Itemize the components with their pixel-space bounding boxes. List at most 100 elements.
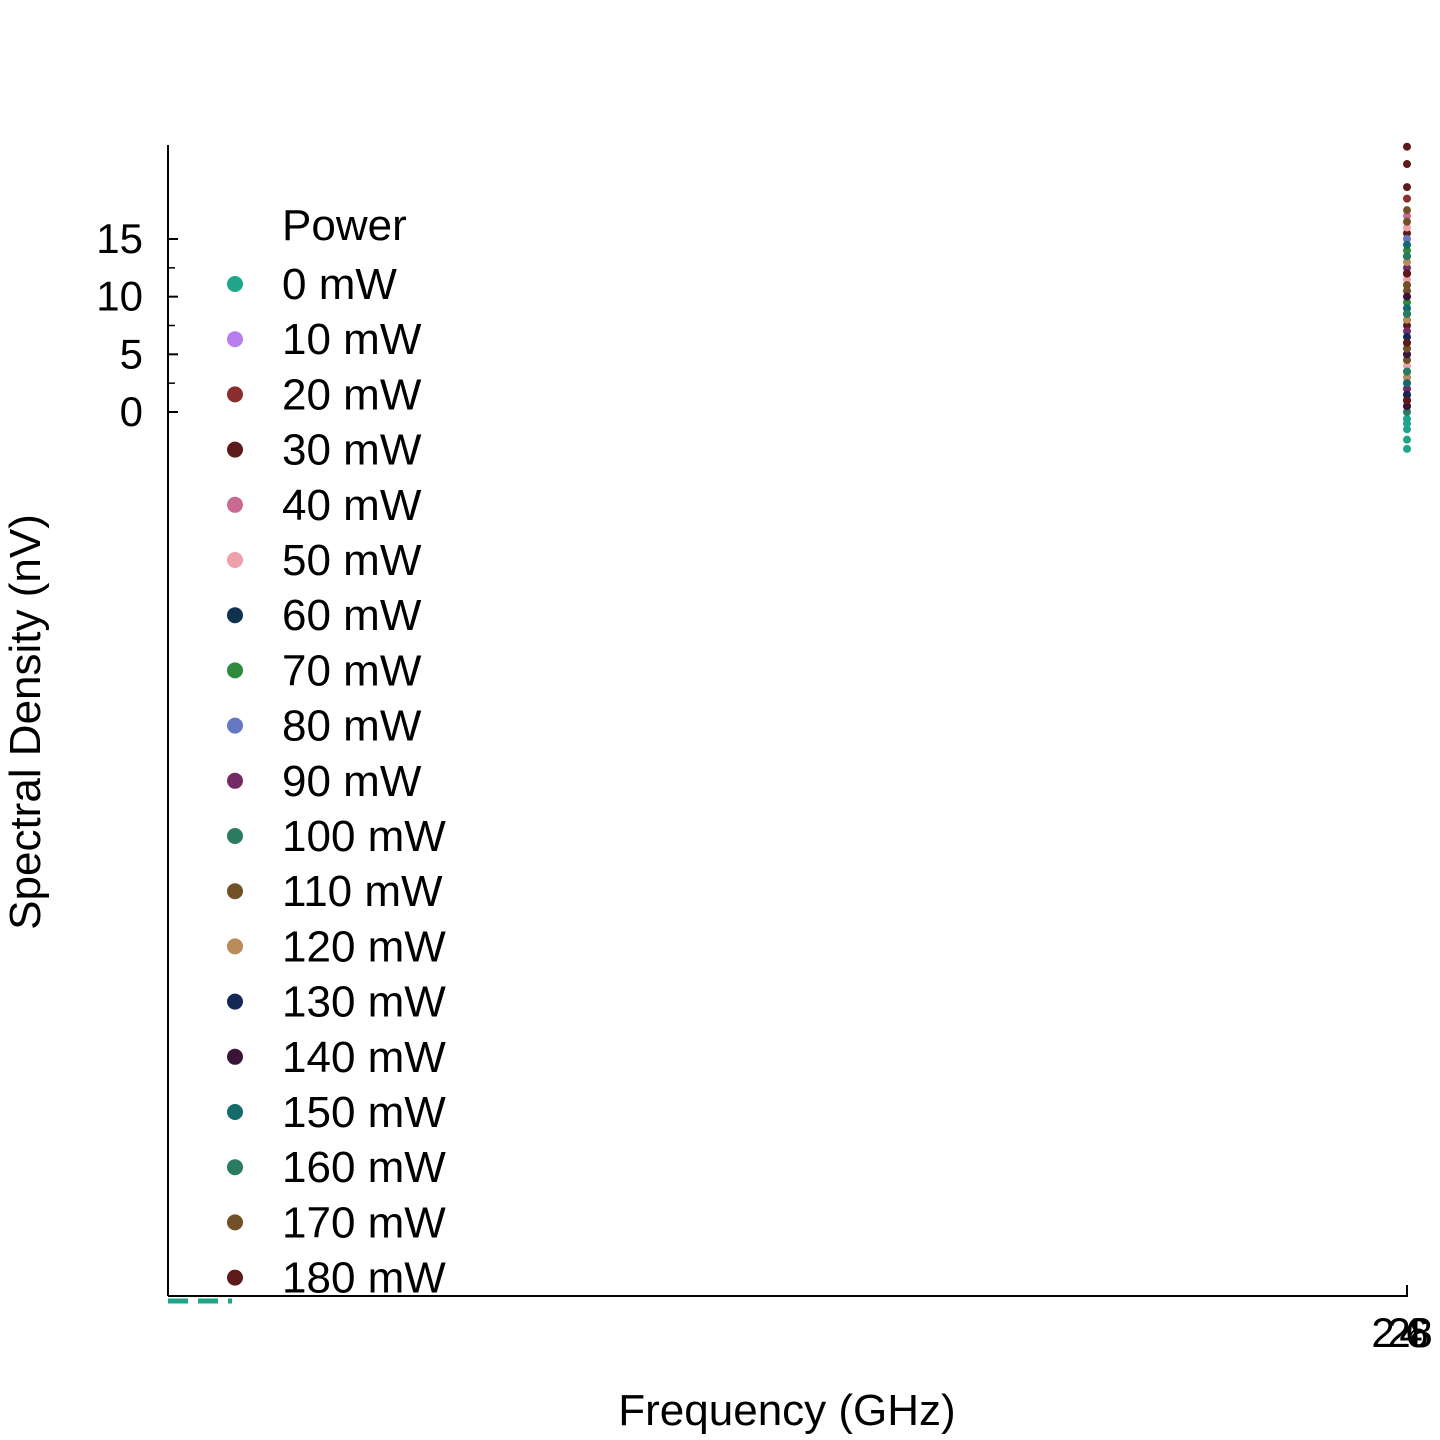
y-tick-label: 5 bbox=[120, 330, 143, 377]
data-point bbox=[1403, 286, 1411, 295]
x-tick-label: 6 bbox=[1405, 1309, 1428, 1356]
data-point bbox=[1403, 258, 1411, 267]
legend-marker bbox=[227, 276, 243, 292]
legend-marker bbox=[227, 1269, 243, 1286]
legend-marker bbox=[227, 607, 243, 624]
data-point bbox=[1403, 275, 1411, 284]
data-point bbox=[1403, 344, 1411, 353]
x-tick-label: 4 bbox=[1399, 1309, 1422, 1356]
data-point bbox=[1403, 315, 1411, 324]
data-point bbox=[1403, 217, 1411, 226]
data-point bbox=[1403, 321, 1411, 330]
legend-marker bbox=[227, 331, 243, 348]
legend-label: 60 mW bbox=[282, 591, 422, 640]
data-point bbox=[1403, 235, 1411, 243]
legend-label: 130 mW bbox=[282, 978, 446, 1027]
data-point bbox=[1403, 402, 1411, 411]
data-point bbox=[1403, 350, 1411, 359]
data-point bbox=[1403, 160, 1411, 169]
legend-label: 50 mW bbox=[282, 536, 422, 585]
legend-label: 170 mW bbox=[282, 1198, 446, 1247]
data-point bbox=[1403, 246, 1411, 255]
legend-marker bbox=[227, 662, 243, 679]
data-point bbox=[1403, 281, 1411, 290]
data-point bbox=[1403, 327, 1411, 336]
legend-label: 30 mW bbox=[282, 426, 422, 475]
legend-marker bbox=[227, 441, 243, 458]
data-point bbox=[1403, 309, 1411, 318]
data-point bbox=[1403, 435, 1411, 444]
legend-marker bbox=[227, 772, 243, 789]
data-point bbox=[1403, 361, 1411, 370]
data-point bbox=[1403, 252, 1411, 261]
legend-label: 110 mW bbox=[282, 867, 443, 916]
legend-marker bbox=[227, 717, 243, 734]
legend-label: 140 mW bbox=[282, 1033, 446, 1082]
legend-marker bbox=[227, 828, 243, 844]
legend-marker bbox=[227, 883, 243, 900]
data-point bbox=[1403, 356, 1411, 365]
y-tick-label: 0 bbox=[120, 388, 143, 435]
y-tick-label: 10 bbox=[96, 273, 143, 320]
legend-marker bbox=[227, 1048, 243, 1065]
legend-label: 120 mW bbox=[282, 922, 446, 971]
legend-marker bbox=[227, 1104, 243, 1120]
data-point bbox=[1403, 269, 1411, 278]
data-point bbox=[1403, 390, 1411, 399]
legend-marker bbox=[227, 993, 243, 1010]
axes bbox=[167, 145, 1408, 1297]
data-point bbox=[1403, 183, 1411, 192]
data-point bbox=[1403, 444, 1411, 453]
legend-marker bbox=[227, 1214, 243, 1231]
x-tick-label: 8 bbox=[1409, 1309, 1432, 1356]
data-point bbox=[1403, 211, 1411, 220]
y-axis-title: Spectral Density (nV) bbox=[1, 514, 50, 930]
legend-label: 10 mW bbox=[282, 315, 422, 364]
data-point bbox=[1403, 379, 1411, 388]
legend-label: 100 mW bbox=[282, 812, 446, 861]
legend-marker bbox=[227, 386, 243, 403]
data-point bbox=[1403, 304, 1411, 313]
x-tick-label: 2 bbox=[1387, 1309, 1410, 1356]
legend-label: 90 mW bbox=[282, 757, 422, 806]
data-point bbox=[1403, 367, 1411, 376]
legend-label: 150 mW bbox=[282, 1088, 446, 1137]
data-point bbox=[1403, 229, 1411, 238]
legend-label: 80 mW bbox=[282, 702, 422, 751]
y-tick-label: 15 bbox=[96, 215, 143, 262]
data-point bbox=[1403, 396, 1411, 405]
data-point bbox=[1403, 292, 1411, 301]
legend-items: 0 mW 10 mW 20 mW 30 mW 40 mW 50 mW 60 mW 70 mW 8… bbox=[227, 260, 446, 1303]
x-tick-label: 2 bbox=[1371, 1309, 1394, 1356]
data-point bbox=[1403, 142, 1411, 151]
data-point bbox=[1403, 194, 1411, 203]
legend-marker bbox=[227, 1159, 243, 1176]
legend-marker bbox=[227, 496, 243, 513]
legend-marker bbox=[227, 938, 243, 955]
legend: Power 0 mW 10 mW 20 mW 30 mW 40 mW 50 mW 60 mW… bbox=[227, 201, 446, 1303]
legend-marker bbox=[227, 552, 243, 568]
data-point bbox=[1403, 263, 1411, 272]
data-point bbox=[1403, 384, 1411, 393]
legend-label: 20 mW bbox=[282, 370, 422, 419]
data-point bbox=[1403, 298, 1411, 307]
data-point bbox=[1403, 223, 1411, 232]
legend-label: 160 mW bbox=[282, 1143, 446, 1192]
x-axis-title: Frequency (GHz) bbox=[618, 1386, 955, 1435]
data-point bbox=[1403, 373, 1411, 382]
data-point bbox=[1403, 338, 1411, 347]
legend-label: 0 mW bbox=[282, 260, 397, 309]
legend-title: Power bbox=[282, 201, 407, 250]
legend-label: 40 mW bbox=[282, 481, 422, 530]
data-point bbox=[1403, 425, 1411, 434]
data-points bbox=[1403, 142, 1411, 453]
data-point bbox=[1403, 206, 1411, 215]
y-ticks: 0 5 10 15 bbox=[96, 215, 178, 435]
data-point bbox=[1403, 414, 1411, 423]
legend-label: 70 mW bbox=[282, 646, 422, 695]
legend-label: 180 mW bbox=[282, 1254, 446, 1303]
data-point bbox=[1403, 408, 1411, 416]
data-point bbox=[1403, 333, 1411, 342]
